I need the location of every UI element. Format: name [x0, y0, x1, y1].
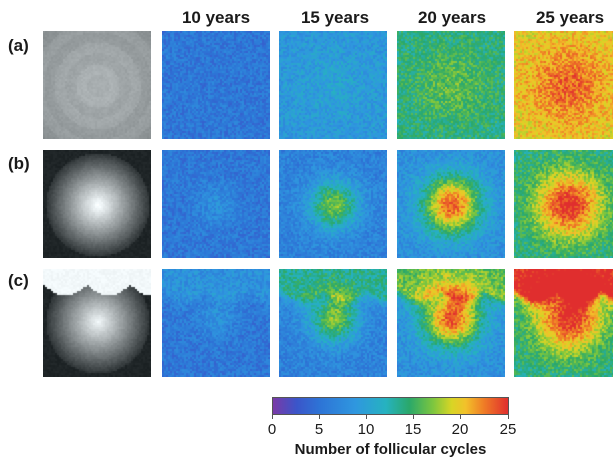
colorbar-tick	[366, 414, 367, 419]
colorbar-tick-label: 20	[451, 421, 469, 438]
panel-c-25-years	[514, 269, 613, 377]
colorbar-tick-label: 5	[314, 421, 324, 438]
colorbar-tick	[413, 414, 414, 419]
column-header-15-years: 15 years	[300, 8, 370, 27]
panel-a-initial	[43, 31, 151, 139]
colorbar-tick	[508, 414, 509, 419]
colorbar-tick	[272, 414, 273, 419]
panel-c-20-years	[397, 269, 505, 377]
colorbar-tick-label: 10	[357, 421, 375, 438]
colorbar-tick-label: 15	[404, 421, 422, 438]
row-label-b: (b)	[8, 154, 30, 173]
column-header-25-years: 25 years	[535, 8, 605, 27]
colorbar-tick-label: 25	[499, 421, 517, 438]
row-label-a: (a)	[8, 36, 29, 55]
colorbar-tick	[460, 414, 461, 419]
row-label-c: (c)	[8, 271, 29, 290]
panel-b-25-years	[514, 150, 613, 258]
panel-c-initial	[43, 269, 151, 377]
panel-a-20-years	[397, 31, 505, 139]
colorbar-title: Number of follicular cycles	[294, 441, 487, 458]
colorbar	[272, 397, 509, 415]
colorbar-tick	[319, 414, 320, 419]
colorbar-tick-label: 0	[267, 421, 277, 438]
panel-a-25-years	[514, 31, 613, 139]
panel-b-15-years	[279, 150, 387, 258]
panel-c-10-years	[162, 269, 270, 377]
panel-b-20-years	[397, 150, 505, 258]
column-header-20-years: 20 years	[417, 8, 487, 27]
panel-c-15-years	[279, 269, 387, 377]
panel-b-initial	[43, 150, 151, 258]
panel-a-15-years	[279, 31, 387, 139]
panel-a-10-years	[162, 31, 270, 139]
panel-b-10-years	[162, 150, 270, 258]
column-header-10-years: 10 years	[181, 8, 251, 27]
